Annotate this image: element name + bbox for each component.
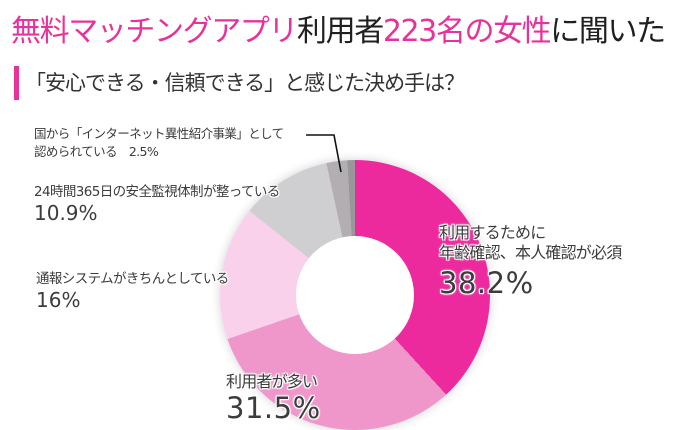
label-slice-1-line1: 利用するために bbox=[439, 223, 546, 242]
label-slice-1-line2: 年齢確認、本人確認が必須 bbox=[439, 243, 622, 262]
title-part-1: 無料マッチングアプリ bbox=[11, 14, 298, 49]
subtitle-accent-bar bbox=[14, 66, 19, 100]
label-slice-2-text: 利用者が多い bbox=[226, 372, 318, 391]
title-part-3: 223名の女性 bbox=[382, 14, 552, 49]
label-slice-5-line2: 認められている 2.5% bbox=[34, 144, 159, 159]
label-slice-2: 利用者が多い 31.5% bbox=[226, 372, 321, 424]
label-slice-4-text: 24時間365日の安全監視体制が整っている bbox=[34, 184, 280, 200]
chart-subtitle: 「安心できる・信頼できる」と感じた決め手は？ bbox=[25, 71, 465, 95]
title-part-4: に聞いた bbox=[550, 14, 666, 49]
label-slice-3-text: 通報システムがきちんとしている bbox=[36, 271, 229, 287]
label-slice-5-line1: 国から「インターネット異性紹介事業」として bbox=[34, 126, 284, 141]
label-slice-1: 利用するために 年齢確認、本人確認が必須 38.2% bbox=[439, 223, 622, 300]
label-slice-3: 通報システムがきちんとしている 16% bbox=[36, 270, 229, 312]
label-slice-4-pct: 10.9% bbox=[34, 201, 98, 225]
donut-hole bbox=[296, 236, 414, 354]
label-slice-3-pct: 16% bbox=[36, 288, 81, 312]
title-part-2: 利用者 bbox=[297, 14, 384, 49]
label-slice-2-pct: 31.5% bbox=[226, 391, 321, 425]
label-slice-1-pct: 38.2% bbox=[439, 266, 534, 300]
label-slice-4: 24時間365日の安全監視体制が整っている 10.9% bbox=[34, 183, 280, 225]
page-title: 無料マッチングアプリ利用者223名の女性に聞いた bbox=[11, 14, 666, 50]
label-slice-5: 国から「インターネット異性紹介事業」として 認められている 2.5% bbox=[34, 125, 284, 161]
